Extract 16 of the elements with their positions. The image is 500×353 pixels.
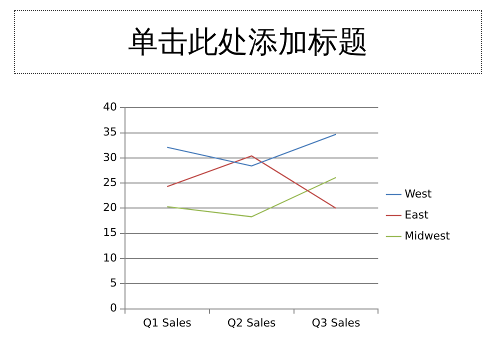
chart-title: 单击此处添加标题 [128, 24, 368, 62]
y-tick-label: 15 [102, 226, 117, 240]
x-tick-label: Q1 Sales [142, 316, 192, 330]
y-tick-label: 0 [110, 302, 117, 315]
y-tick-label: 35 [102, 126, 117, 139]
y-tick-label: 10 [102, 251, 117, 264]
y-tick-label: 30 [102, 150, 117, 164]
legend-label: Midwest [404, 229, 451, 242]
legend-label: West [404, 187, 432, 200]
x-tick-label: Q3 Sales [312, 316, 360, 330]
x-tick-label: Q2 Sales [227, 316, 276, 330]
legend-label: East [404, 208, 430, 222]
y-tick-label: 5 [110, 276, 117, 290]
y-tick-label: 40 [102, 100, 117, 114]
y-tick-label: 20 [102, 201, 117, 214]
y-tick-label: 25 [102, 176, 117, 189]
